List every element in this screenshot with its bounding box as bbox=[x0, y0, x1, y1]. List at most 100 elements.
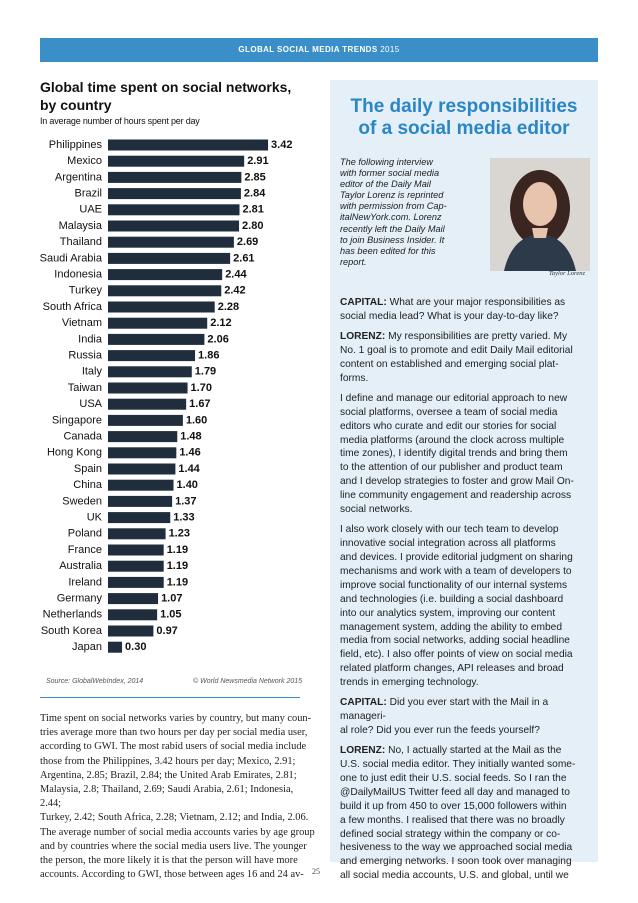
value-label: 1.19 bbox=[167, 576, 188, 588]
value-label: 2.28 bbox=[218, 301, 239, 313]
value-label: 1.23 bbox=[169, 528, 190, 540]
text-line: No. 1 goal is to promote and edit Daily … bbox=[340, 344, 595, 358]
text-line: the person, the more likely it is that t… bbox=[40, 855, 298, 867]
photo-body bbox=[504, 234, 576, 271]
intro-line: report. bbox=[340, 256, 367, 267]
text-line: and I develop strategies to foster and g… bbox=[340, 475, 595, 489]
chart-source: Source: GlobalWebIndex, 2014 bbox=[46, 678, 144, 685]
text: mechanisms and work with a team of devel… bbox=[340, 565, 572, 577]
bar bbox=[108, 366, 192, 378]
category-label: Argentina bbox=[55, 171, 103, 183]
text-line: line community engagement and readership… bbox=[340, 489, 595, 503]
bar bbox=[108, 188, 241, 200]
bar bbox=[108, 625, 154, 637]
value-label: 1.19 bbox=[167, 544, 188, 556]
intro-line: The following interview bbox=[340, 157, 433, 167]
text-line: CAPITAL: What are your major responsibil… bbox=[340, 296, 595, 310]
bar bbox=[108, 447, 177, 459]
text-line: al role? Did you ever run the feeds your… bbox=[340, 724, 595, 738]
header-year: 2015 bbox=[380, 45, 400, 54]
chart: Philippines 3.42 Mexico 2.91 Argentina 2.85 Br… bbox=[40, 139, 293, 653]
text: U.S. social media editor. They initially… bbox=[340, 759, 576, 771]
text: build it up from 450 to over 15,000 foll… bbox=[340, 800, 567, 812]
text: to the attention of our publisher and pr… bbox=[340, 462, 563, 474]
text: trends in emerging technology. bbox=[340, 677, 479, 689]
bar bbox=[108, 317, 208, 329]
value-label: 1.70 bbox=[191, 382, 212, 394]
text-line: social platforms, oversee a team of soci… bbox=[340, 406, 595, 420]
header-bar: GLOBAL SOCIAL MEDIA TRENDS 2015 bbox=[40, 38, 598, 62]
bar bbox=[108, 285, 222, 297]
value-label: 1.79 bbox=[195, 366, 216, 378]
bar bbox=[108, 463, 176, 475]
text-line: Turkey, 2.42; South Africa, 2.28; Vietna… bbox=[40, 812, 309, 824]
text: and devices. I provide editorial judgmen… bbox=[340, 551, 573, 563]
text-line: media platforms (around the clock across… bbox=[340, 434, 595, 448]
text-line: tries average more than two hours per da… bbox=[40, 727, 308, 739]
text: No. 1 goal is to promote and edit Daily … bbox=[340, 344, 573, 356]
text-line: defined social strategy within the compa… bbox=[340, 828, 595, 842]
intro-line: to join Business Insider. It bbox=[340, 234, 445, 245]
intro-line: recently left the Daily Mail bbox=[340, 223, 445, 234]
category-label: China bbox=[73, 479, 103, 491]
category-label: Vietnam bbox=[62, 317, 102, 329]
bar bbox=[108, 479, 174, 491]
text-line: build it up from 450 to over 15,000 foll… bbox=[340, 800, 595, 814]
intro-line: with former social media bbox=[340, 168, 440, 179]
text-line: CAPITAL: Did you ever start with the Mai… bbox=[340, 696, 595, 724]
value-label: 2.12 bbox=[210, 317, 231, 329]
text: improve social functionality of our inte… bbox=[340, 579, 568, 591]
text: media from social networks, adding socia… bbox=[340, 635, 570, 647]
title-line: The daily responsibilities bbox=[350, 96, 578, 117]
text: forms. bbox=[340, 372, 369, 384]
text: time zones), I identify digital trends a… bbox=[340, 448, 568, 460]
text-line: time zones), I identify digital trends a… bbox=[340, 447, 595, 461]
bar bbox=[108, 576, 164, 588]
text: innovative social integration across all… bbox=[340, 538, 556, 550]
text: all social media accounts, U.S. and glob… bbox=[340, 870, 569, 882]
text-line: I also work closely with our tech team t… bbox=[340, 523, 595, 537]
text-line: and by countries where the social media … bbox=[40, 840, 307, 852]
page-number: 25 bbox=[312, 867, 320, 876]
category-label: UAE bbox=[79, 204, 102, 216]
value-label: 2.42 bbox=[224, 285, 245, 297]
value-label: 1.44 bbox=[178, 463, 200, 475]
text-line: social networks. bbox=[340, 503, 595, 517]
category-label: Mexico bbox=[67, 155, 102, 167]
bar bbox=[108, 544, 164, 556]
text-line: into our analytics system, improving our… bbox=[340, 607, 595, 621]
speaker-label: CAPITAL: bbox=[340, 697, 387, 709]
category-label: South Africa bbox=[43, 301, 103, 313]
category-label: Germany bbox=[57, 593, 103, 605]
category-label: Indonesia bbox=[54, 269, 103, 281]
text: management system, adding the ability to… bbox=[340, 621, 562, 633]
intro-line: has been edited for this bbox=[340, 245, 436, 256]
intro-line: with permission from Cap- bbox=[340, 201, 447, 212]
category-label: Turkey bbox=[69, 285, 103, 297]
text-line: one to just edit their U.S. social feeds… bbox=[340, 772, 595, 786]
category-label: Philippines bbox=[49, 139, 103, 151]
text: What are your major responsibilities as bbox=[389, 297, 566, 308]
category-label: Russia bbox=[68, 350, 103, 362]
text-line: and devices. I provide editorial judgmen… bbox=[340, 551, 595, 565]
interview: CAPITAL: What are your major responsibil… bbox=[340, 296, 595, 889]
text: into our analytics system, improving our… bbox=[340, 607, 556, 619]
category-label: Australia bbox=[59, 560, 103, 572]
text-line: hesiveness to the way we approached soci… bbox=[340, 841, 595, 855]
text-line: Malaysia, 2.8; Thailand, 2.69; Saudi Ara… bbox=[40, 784, 294, 810]
header-title: GLOBAL SOCIAL MEDIA TRENDS bbox=[238, 45, 378, 54]
text: one to just edit their U.S. social feeds… bbox=[340, 772, 567, 784]
value-label: 0.30 bbox=[125, 641, 146, 653]
value-label: 2.80 bbox=[242, 220, 263, 232]
value-label: 1.40 bbox=[177, 479, 198, 491]
text: content on established and emerging soci… bbox=[340, 358, 559, 370]
text-line: Time spent on social networks varies by … bbox=[40, 713, 312, 724]
text: No, I actually started at the Mail as th… bbox=[388, 745, 562, 757]
bar bbox=[108, 236, 234, 248]
category-label: Sweden bbox=[62, 495, 102, 507]
text-line: management system, adding the ability to… bbox=[340, 621, 595, 635]
article-body: Time spent on social networks varies by … bbox=[40, 712, 315, 882]
category-label: Spain bbox=[74, 463, 102, 475]
text-line: improve social functionality of our inte… bbox=[340, 579, 595, 593]
text: and I develop strategies to foster and g… bbox=[340, 476, 574, 488]
